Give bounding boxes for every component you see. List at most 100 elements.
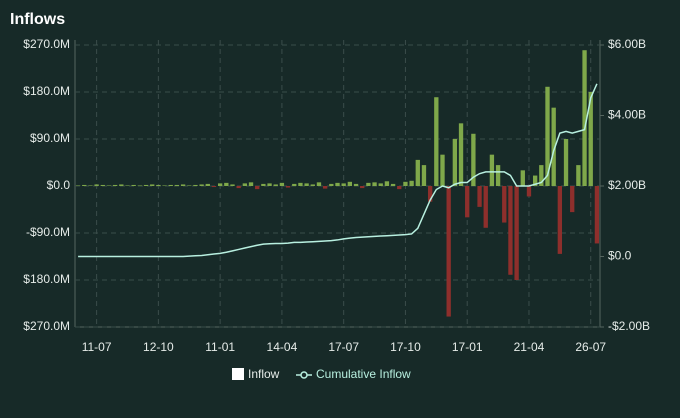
- bar: [563, 139, 569, 186]
- bar: [131, 184, 136, 186]
- bar: [588, 92, 593, 186]
- bar: [242, 183, 248, 186]
- bar: [458, 123, 464, 186]
- bar: [261, 183, 266, 186]
- bar: [452, 139, 458, 186]
- legend-swatch: [300, 371, 308, 379]
- x-tick-label: 11-01: [205, 340, 235, 354]
- bar: [211, 186, 217, 188]
- y-tick-label: $270.0M: [23, 37, 70, 51]
- bar: [384, 181, 390, 186]
- bar: [279, 182, 285, 186]
- bar: [489, 154, 495, 186]
- chart-title: Inflows: [10, 11, 65, 28]
- y-tick-label: $90.0M: [30, 131, 70, 145]
- y2-tick-label: -$2.00B: [608, 319, 650, 333]
- bar: [545, 86, 550, 186]
- bar: [403, 181, 408, 186]
- bar: [267, 183, 272, 186]
- x-tick-label: 17-01: [452, 340, 483, 354]
- bar: [440, 154, 445, 186]
- bar: [495, 165, 501, 186]
- bar: [248, 182, 254, 186]
- bar: [94, 184, 99, 186]
- bar: [88, 185, 93, 186]
- bar: [224, 182, 229, 186]
- bar: [316, 182, 322, 186]
- bar: [75, 185, 81, 186]
- bar: [532, 175, 538, 186]
- bar: [285, 186, 291, 188]
- x-tick-label: 17-07: [328, 340, 359, 354]
- bar: [335, 182, 340, 186]
- bar: [187, 185, 192, 186]
- bar: [174, 184, 180, 186]
- bar: [421, 165, 427, 186]
- bar: [539, 165, 544, 186]
- legend-label: Cumulative Inflow: [316, 367, 411, 381]
- bar: [483, 186, 488, 228]
- y2-tick-label: $2.00B: [608, 178, 646, 192]
- bar: [125, 185, 130, 186]
- bar: [347, 181, 353, 186]
- bar: [594, 186, 600, 244]
- bar: [255, 186, 260, 190]
- bar: [322, 186, 328, 189]
- bar: [150, 184, 155, 186]
- bar: [180, 184, 186, 186]
- y2-tick-label: $6.00B: [608, 37, 646, 51]
- bar: [341, 183, 346, 186]
- bar: [156, 184, 161, 186]
- bar: [434, 97, 439, 186]
- bar: [236, 186, 241, 189]
- x-tick-label: 26-07: [575, 340, 606, 354]
- bar: [427, 186, 433, 202]
- bar: [446, 186, 451, 317]
- y-tick-label: -$90.0M: [26, 225, 70, 239]
- bar: [477, 186, 482, 207]
- bar: [193, 184, 198, 186]
- bar: [106, 185, 112, 186]
- bar: [329, 183, 334, 186]
- bar: [520, 170, 525, 186]
- bar: [353, 183, 359, 186]
- bar: [298, 182, 303, 186]
- y2-tick-label: $4.00B: [608, 108, 646, 122]
- bar: [570, 186, 575, 213]
- bar: [508, 186, 513, 275]
- y-tick-label: $180.0M: [23, 84, 70, 98]
- bar: [304, 183, 309, 186]
- bar: [502, 186, 507, 223]
- bar: [137, 185, 143, 186]
- x-tick-label: 11-07: [82, 340, 112, 354]
- bar: [112, 184, 118, 186]
- y-tick-label: $0.0: [47, 178, 71, 192]
- bar: [230, 184, 235, 186]
- bar: [119, 184, 124, 186]
- bar: [397, 186, 402, 190]
- cumulative-line: [78, 83, 598, 258]
- bar: [100, 184, 105, 186]
- legend-label: Inflow: [248, 367, 280, 381]
- bar: [409, 180, 414, 186]
- bar: [143, 184, 149, 186]
- x-tick-label: 17-10: [390, 340, 421, 354]
- bar: [582, 50, 587, 186]
- x-tick-label: 14-04: [267, 340, 298, 354]
- bar: [526, 186, 532, 197]
- bar: [372, 182, 377, 186]
- bar: [82, 184, 87, 186]
- bar: [292, 183, 297, 186]
- bar: [162, 185, 167, 186]
- bar: [551, 107, 556, 186]
- bar: [360, 186, 365, 189]
- bar: [557, 186, 563, 254]
- x-tick-label: 21-04: [514, 340, 545, 354]
- bar: [415, 159, 420, 186]
- bar: [471, 133, 476, 186]
- bar: [378, 183, 383, 186]
- bar: [205, 183, 210, 186]
- bar: [390, 183, 396, 186]
